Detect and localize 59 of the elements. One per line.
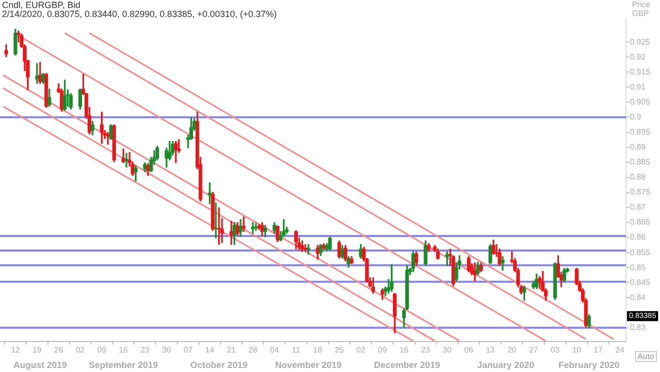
x-tick-label: 04 <box>270 346 280 355</box>
y-tick-label: 0.86 <box>630 232 646 242</box>
x-tick-label: 21 <box>226 346 236 355</box>
y-axis-title: Price GBP <box>632 0 652 18</box>
x-tick-label: 28 <box>248 346 258 355</box>
y-tick-label: 0.915 <box>630 67 651 76</box>
x2-tick-label: August 2019 <box>13 360 67 370</box>
text: Auto <box>634 351 657 362</box>
x-tick-label: 09 <box>378 346 388 355</box>
x-tick-label: 16 <box>118 346 128 355</box>
y-tick-label: 0.885 <box>630 158 651 167</box>
y-tick-label: 0.925 <box>630 37 651 46</box>
y-tick-label: 0.9 <box>630 112 642 122</box>
y-tick-label: 0.85 <box>630 262 646 272</box>
x-tick-label: 02 <box>356 346 366 355</box>
y-tick-label: 0.89 <box>630 142 646 152</box>
y-tick-label: 0.91 <box>630 82 646 92</box>
x-tick-label: 09 <box>97 346 107 355</box>
y-tick-label: 0.84 <box>630 292 646 302</box>
x2-tick-label: November 2019 <box>275 360 342 370</box>
y-tick-label: 0.865 <box>630 218 651 227</box>
x-tick-label: 16 <box>400 346 409 355</box>
x-tick-label: 03 <box>550 346 560 355</box>
y-tick-label: 0.88 <box>630 172 646 182</box>
x-tick-label: 12 <box>10 346 20 355</box>
x-tick-label: 26 <box>54 346 64 355</box>
x-tick-label: 23 <box>421 346 431 355</box>
x-tick-label: 27 <box>529 346 538 355</box>
y-tick-label: 0.855 <box>630 248 651 257</box>
x-tick-label: 24 <box>615 346 625 355</box>
x-tick-label: 20 <box>507 346 517 355</box>
chart-subtitle: 2/14/2020, 0.83075, 0.83440, 0.82990, 0.83385, +0.00310, (+0.37%) <box>2 9 277 19</box>
x-tick-label: 07 <box>184 346 194 355</box>
y-tick-label: 0.895 <box>630 127 651 136</box>
x-tick-label: 17 <box>594 346 604 355</box>
x2-tick-label: September 2019 <box>88 360 158 370</box>
x-tick-label: 18 <box>313 346 323 355</box>
x-tick-label: 11 <box>292 346 301 355</box>
x-tick-label: 30 <box>442 346 452 355</box>
y-tick-label: 0.92 <box>630 52 646 62</box>
x-tick-label: 10 <box>572 346 582 355</box>
y-tick-label: 0.875 <box>630 188 651 197</box>
x2-tick-label: January 2020 <box>477 360 534 370</box>
y-tick-label: 0.83 <box>630 322 646 332</box>
chart-title: Cndl, EURGBP, Bid <box>2 0 80 10</box>
x2-tick-label: October 2019 <box>190 360 248 370</box>
x-tick-label: 30 <box>162 346 172 355</box>
x-tick-label: 02 <box>76 346 86 355</box>
x-tick-label: 06 <box>464 346 474 355</box>
x-tick-label: 14 <box>205 346 215 355</box>
x2-tick-label: December 2019 <box>374 360 440 370</box>
x-tick-label: 19 <box>32 346 42 355</box>
y-tick-label: 0.905 <box>630 97 651 106</box>
x-tick-label: 23 <box>140 346 150 355</box>
x2-tick-label: February 2020 <box>558 360 620 370</box>
x-tick-label: 13 <box>486 346 496 355</box>
x-tick-label: 25 <box>334 346 344 355</box>
y-tick-label: 0.87 <box>630 202 646 212</box>
y-tick-label: 0.845 <box>630 278 651 287</box>
